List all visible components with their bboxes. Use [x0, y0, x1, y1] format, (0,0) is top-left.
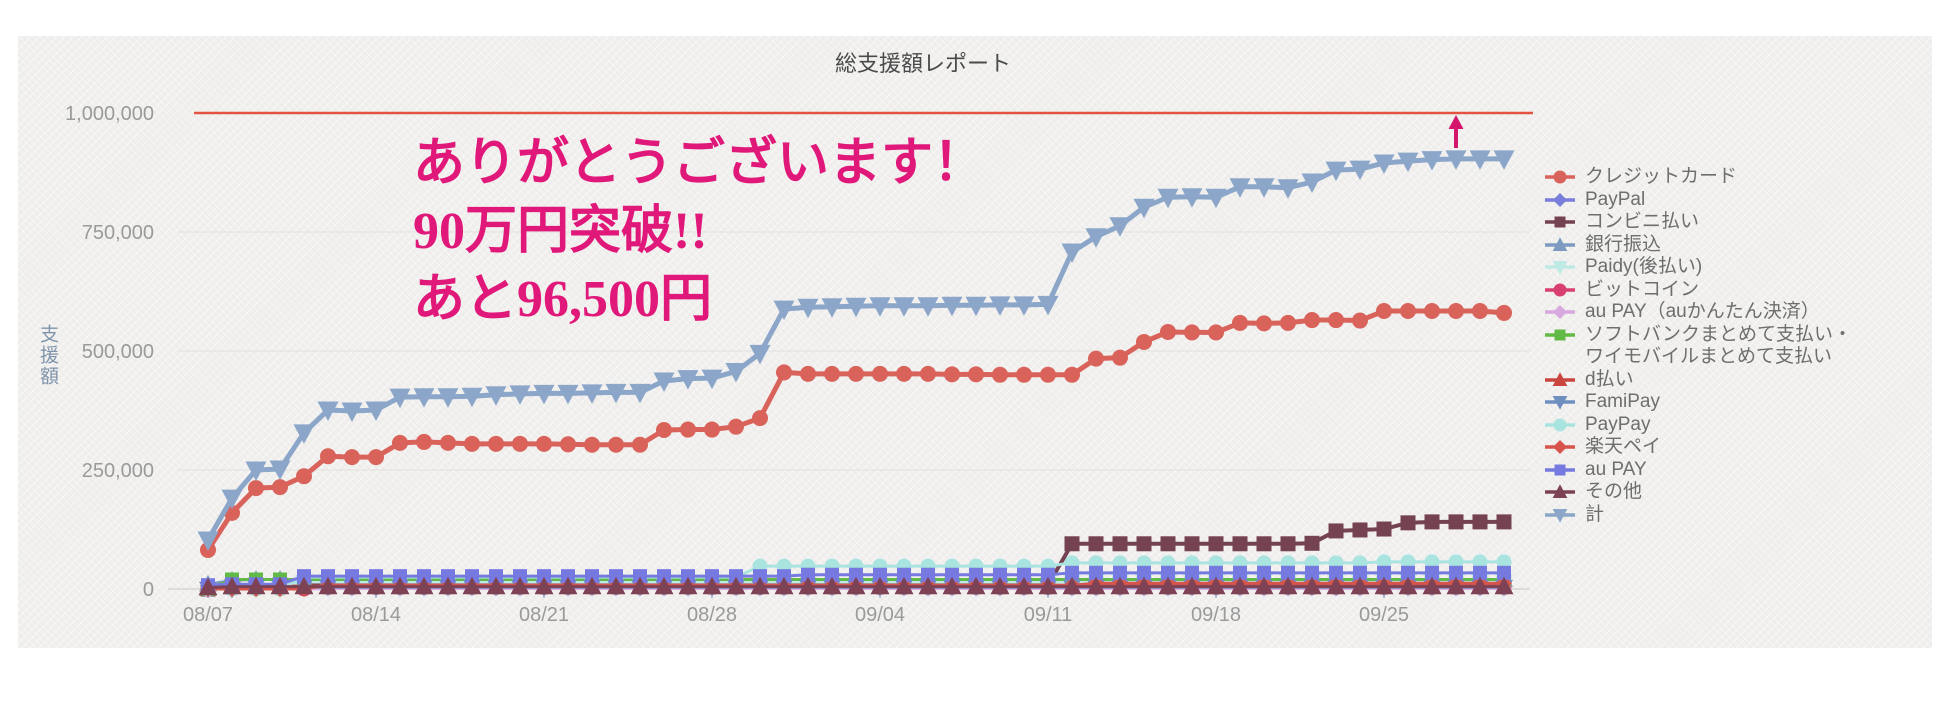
- legend-item-credit-card[interactable]: クレジットカード: [1543, 166, 1852, 189]
- paypay-legend-marker-icon: [1545, 418, 1575, 431]
- paypal-legend-marker-icon: [1545, 192, 1575, 207]
- y-axis-tick-labels: 0 250,000 500,000 750,000 1,000,000: [65, 103, 154, 601]
- svg-text:1,000,000: 1,000,000: [65, 103, 154, 125]
- d-barai-legend-marker-icon: [1545, 371, 1575, 386]
- svg-text:08/07: 08/07: [183, 604, 233, 626]
- legend-label: d払い: [1585, 368, 1634, 390]
- legend-label: PayPal: [1585, 188, 1646, 210]
- legend-label: 計: [1585, 503, 1605, 525]
- au-pay-kantan-legend-marker-icon: [1545, 305, 1575, 319]
- legend-item-d-barai[interactable]: d払い: [1543, 369, 1852, 392]
- legend-item-au-pay-kantan[interactable]: au PAY（auかんたん決済）: [1543, 301, 1852, 324]
- svg-text:08/14: 08/14: [351, 604, 401, 626]
- legend-item-bank-transfer[interactable]: 銀行振込: [1543, 234, 1852, 257]
- y-axis-title: 支援額: [37, 324, 58, 387]
- legend-label: FamiPay: [1585, 391, 1660, 412]
- total-legend-marker-icon: [1545, 508, 1575, 523]
- konbini-legend-marker-icon: [1545, 216, 1575, 228]
- paidy-legend-marker-icon: [1545, 261, 1575, 275]
- svg-text:08/21: 08/21: [519, 604, 569, 626]
- legend-item-total[interactable]: 計: [1543, 504, 1852, 527]
- goal-arrow: [1448, 115, 1464, 148]
- bitcoin-legend-marker-icon: [1545, 283, 1575, 296]
- chart-title: 総支援額レポート: [834, 51, 1011, 76]
- legend-item-bitcoin[interactable]: ビットコイン: [1543, 279, 1852, 302]
- legend-item-famipay[interactable]: FamiPay: [1543, 391, 1852, 414]
- chart-plot: 0 250,000 500,000 750,000 1,000,000 08/07 08/1…: [65, 103, 1533, 626]
- annotation-line-2: 90万円突破!!: [413, 203, 708, 260]
- legend: クレジットカード PayPal コンビニ払い 銀行振込 Paidy(後払い) ビットコイン…: [1543, 166, 1852, 526]
- sonota-legend-marker-icon: [1545, 484, 1575, 498]
- svg-text:250,000: 250,000: [82, 460, 154, 482]
- au-pay-legend-marker-icon: [1545, 464, 1575, 475]
- legend-label: ビットコイン: [1585, 278, 1700, 300]
- legend-label: au PAY（auかんたん決済）: [1585, 301, 1820, 322]
- legend-label: その他: [1585, 481, 1643, 502]
- legend-item-paypal[interactable]: PayPal: [1543, 189, 1852, 212]
- series-au-pay: [201, 565, 1511, 593]
- legend-label: クレジットカード: [1585, 166, 1738, 187]
- legend-label: コンビニ払い: [1585, 211, 1700, 232]
- legend-label: 楽天ペイ: [1585, 436, 1662, 457]
- svg-text:09/04: 09/04: [855, 604, 905, 626]
- x-axis-tick-labels: 08/07 08/14 08/21 08/28 09/04 09/11 09/18 09/25: [183, 591, 1409, 626]
- legend-label: Paidy(後払い): [1585, 256, 1703, 277]
- softbank-ymobile-legend-marker-icon: [1545, 329, 1575, 340]
- legend-label: 銀行振込: [1585, 233, 1662, 255]
- legend-item-konbini[interactable]: コンビニ払い: [1543, 211, 1852, 234]
- legend-item-sonota[interactable]: その他: [1543, 481, 1852, 504]
- legend-item-paypay[interactable]: PayPay: [1543, 414, 1852, 437]
- bank-transfer-legend-marker-icon: [1545, 236, 1575, 251]
- legend-label: PayPay: [1585, 413, 1651, 435]
- credit-card-legend-marker-icon: [1545, 170, 1575, 184]
- legend-item-paidy[interactable]: Paidy(後払い): [1543, 256, 1852, 279]
- annotation-line-1: ありがとうございます！: [413, 135, 986, 192]
- legend-item-softbank-ymobile[interactable]: ソフトバンクまとめて支払い・ ワイモバイルまとめて支払い: [1543, 324, 1852, 369]
- svg-text:09/11: 09/11: [1024, 604, 1073, 626]
- famipay-legend-marker-icon: [1545, 396, 1575, 410]
- svg-text:08/28: 08/28: [687, 604, 737, 626]
- rakuten-pay-legend-marker-icon: [1545, 440, 1575, 454]
- svg-text:09/25: 09/25: [1359, 604, 1409, 626]
- svg-text:500,000: 500,000: [82, 341, 154, 363]
- legend-label: ソフトバンクまとめて支払い・ ワイモバイルまとめて支払い: [1585, 323, 1852, 368]
- series-credit-card: [200, 303, 1512, 558]
- annotation-line-3: あと96,500円: [413, 271, 713, 328]
- chart-card: 0 250,000 500,000 750,000 1,000,000 08/07 08/1…: [18, 36, 1932, 648]
- legend-item-rakuten-pay[interactable]: 楽天ペイ: [1543, 436, 1852, 459]
- legend-item-au-pay[interactable]: au PAY: [1543, 459, 1852, 482]
- series-sonota: [198, 576, 1514, 596]
- legend-label: au PAY: [1585, 458, 1647, 480]
- svg-text:750,000: 750,000: [82, 222, 154, 244]
- svg-text:09/18: 09/18: [1191, 604, 1241, 626]
- milestone-annotation: ありがとうございます！ 90万円突破!! あと96,500円: [413, 130, 985, 334]
- svg-text:0: 0: [143, 579, 154, 601]
- series-total: [197, 150, 1515, 551]
